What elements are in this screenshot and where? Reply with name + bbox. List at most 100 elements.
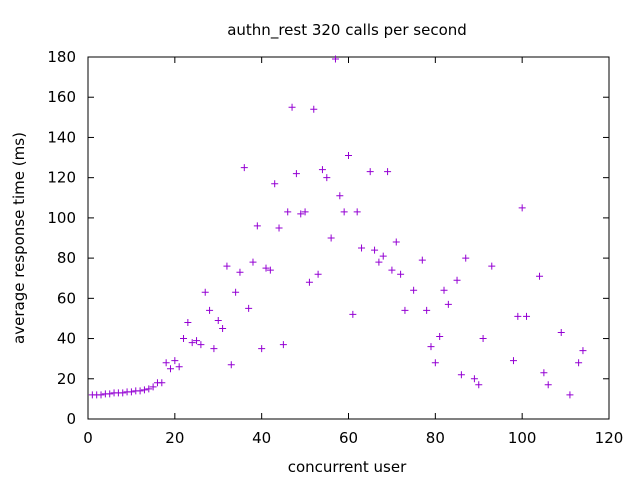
data-point xyxy=(436,333,444,341)
data-point xyxy=(262,264,270,272)
data-point xyxy=(106,390,114,398)
data-point xyxy=(127,388,135,396)
data-point xyxy=(544,381,552,389)
data-point xyxy=(279,341,287,349)
x-tick-label: 60 xyxy=(339,429,358,447)
data-point xyxy=(97,391,105,399)
data-point xyxy=(514,312,522,320)
x-tick-label: 20 xyxy=(165,429,184,447)
y-axis: 0 20 40 60 80 100 120 140 160 180 xyxy=(47,48,609,428)
x-axis-label: concurrent user xyxy=(288,458,407,476)
data-point xyxy=(457,371,465,379)
data-points xyxy=(88,55,587,399)
data-point xyxy=(253,222,261,230)
data-point xyxy=(410,286,418,294)
y-tick-label: 0 xyxy=(66,410,76,428)
data-point xyxy=(397,270,405,278)
data-point xyxy=(470,375,478,383)
data-point xyxy=(418,256,426,264)
y-tick-label: 160 xyxy=(47,88,76,106)
data-point xyxy=(193,337,201,345)
data-point xyxy=(488,262,496,270)
data-point xyxy=(353,208,361,216)
data-point xyxy=(431,359,439,367)
data-point xyxy=(509,357,517,365)
data-point xyxy=(292,170,300,178)
y-tick-label: 120 xyxy=(47,169,76,187)
data-point xyxy=(288,103,296,111)
data-point xyxy=(323,174,331,182)
data-point xyxy=(245,304,253,312)
data-point xyxy=(140,386,148,394)
data-point xyxy=(392,238,400,246)
data-point xyxy=(305,278,313,286)
data-point xyxy=(349,310,357,318)
data-point xyxy=(236,268,244,276)
data-point xyxy=(149,383,157,391)
x-tick-label: 100 xyxy=(508,429,537,447)
data-point xyxy=(301,208,309,216)
data-point xyxy=(271,180,279,188)
y-axis-label: average response time (ms) xyxy=(10,132,28,344)
data-point xyxy=(358,244,366,252)
data-point xyxy=(318,166,326,174)
x-tick-label: 40 xyxy=(252,429,271,447)
y-tick-label: 80 xyxy=(57,249,76,267)
x-tick-label: 0 xyxy=(83,429,93,447)
data-point xyxy=(371,246,379,254)
data-point xyxy=(201,288,209,296)
data-point xyxy=(197,341,205,349)
data-point xyxy=(171,357,179,365)
x-tick-label: 80 xyxy=(426,429,445,447)
data-point xyxy=(232,288,240,296)
data-point xyxy=(331,55,339,63)
data-point xyxy=(345,152,352,160)
data-point xyxy=(119,389,127,397)
data-point xyxy=(219,325,227,332)
data-point xyxy=(475,381,483,389)
data-point xyxy=(223,262,231,270)
data-point xyxy=(145,385,153,393)
y-tick-label: 140 xyxy=(47,128,76,146)
data-point xyxy=(479,335,487,343)
data-point xyxy=(206,306,214,314)
data-point xyxy=(162,359,170,367)
y-tick-label: 60 xyxy=(57,289,76,307)
y-tick-label: 100 xyxy=(47,209,76,227)
data-point xyxy=(566,391,574,399)
data-point xyxy=(523,312,531,320)
data-point xyxy=(210,345,218,353)
data-point xyxy=(310,105,318,113)
data-point xyxy=(240,164,248,172)
y-tick-label: 40 xyxy=(57,330,76,348)
data-point xyxy=(136,387,144,395)
x-tick-label: 120 xyxy=(595,429,624,447)
chart-title: authn_rest 320 calls per second xyxy=(227,21,467,40)
data-point xyxy=(536,272,544,280)
data-point xyxy=(375,258,383,266)
data-point xyxy=(557,329,565,337)
x-axis: 0 20 40 60 80 100 120 xyxy=(83,57,623,447)
data-point xyxy=(175,363,183,371)
y-tick-label: 180 xyxy=(47,48,76,66)
data-point xyxy=(327,234,335,242)
data-point xyxy=(297,210,305,218)
data-point xyxy=(284,208,292,216)
data-point xyxy=(336,192,344,200)
data-point xyxy=(266,266,274,274)
data-point xyxy=(462,254,470,262)
data-point xyxy=(166,365,174,373)
data-point xyxy=(180,335,188,343)
data-point xyxy=(440,286,448,294)
data-point xyxy=(188,339,196,347)
data-point xyxy=(314,270,322,278)
data-point xyxy=(249,258,257,266)
data-point xyxy=(275,224,283,232)
data-point xyxy=(184,318,192,326)
data-point xyxy=(423,306,431,314)
data-point xyxy=(401,306,409,314)
data-point xyxy=(540,369,548,377)
y-tick-label: 20 xyxy=(57,370,76,388)
data-point xyxy=(427,343,435,351)
data-point xyxy=(388,266,396,274)
